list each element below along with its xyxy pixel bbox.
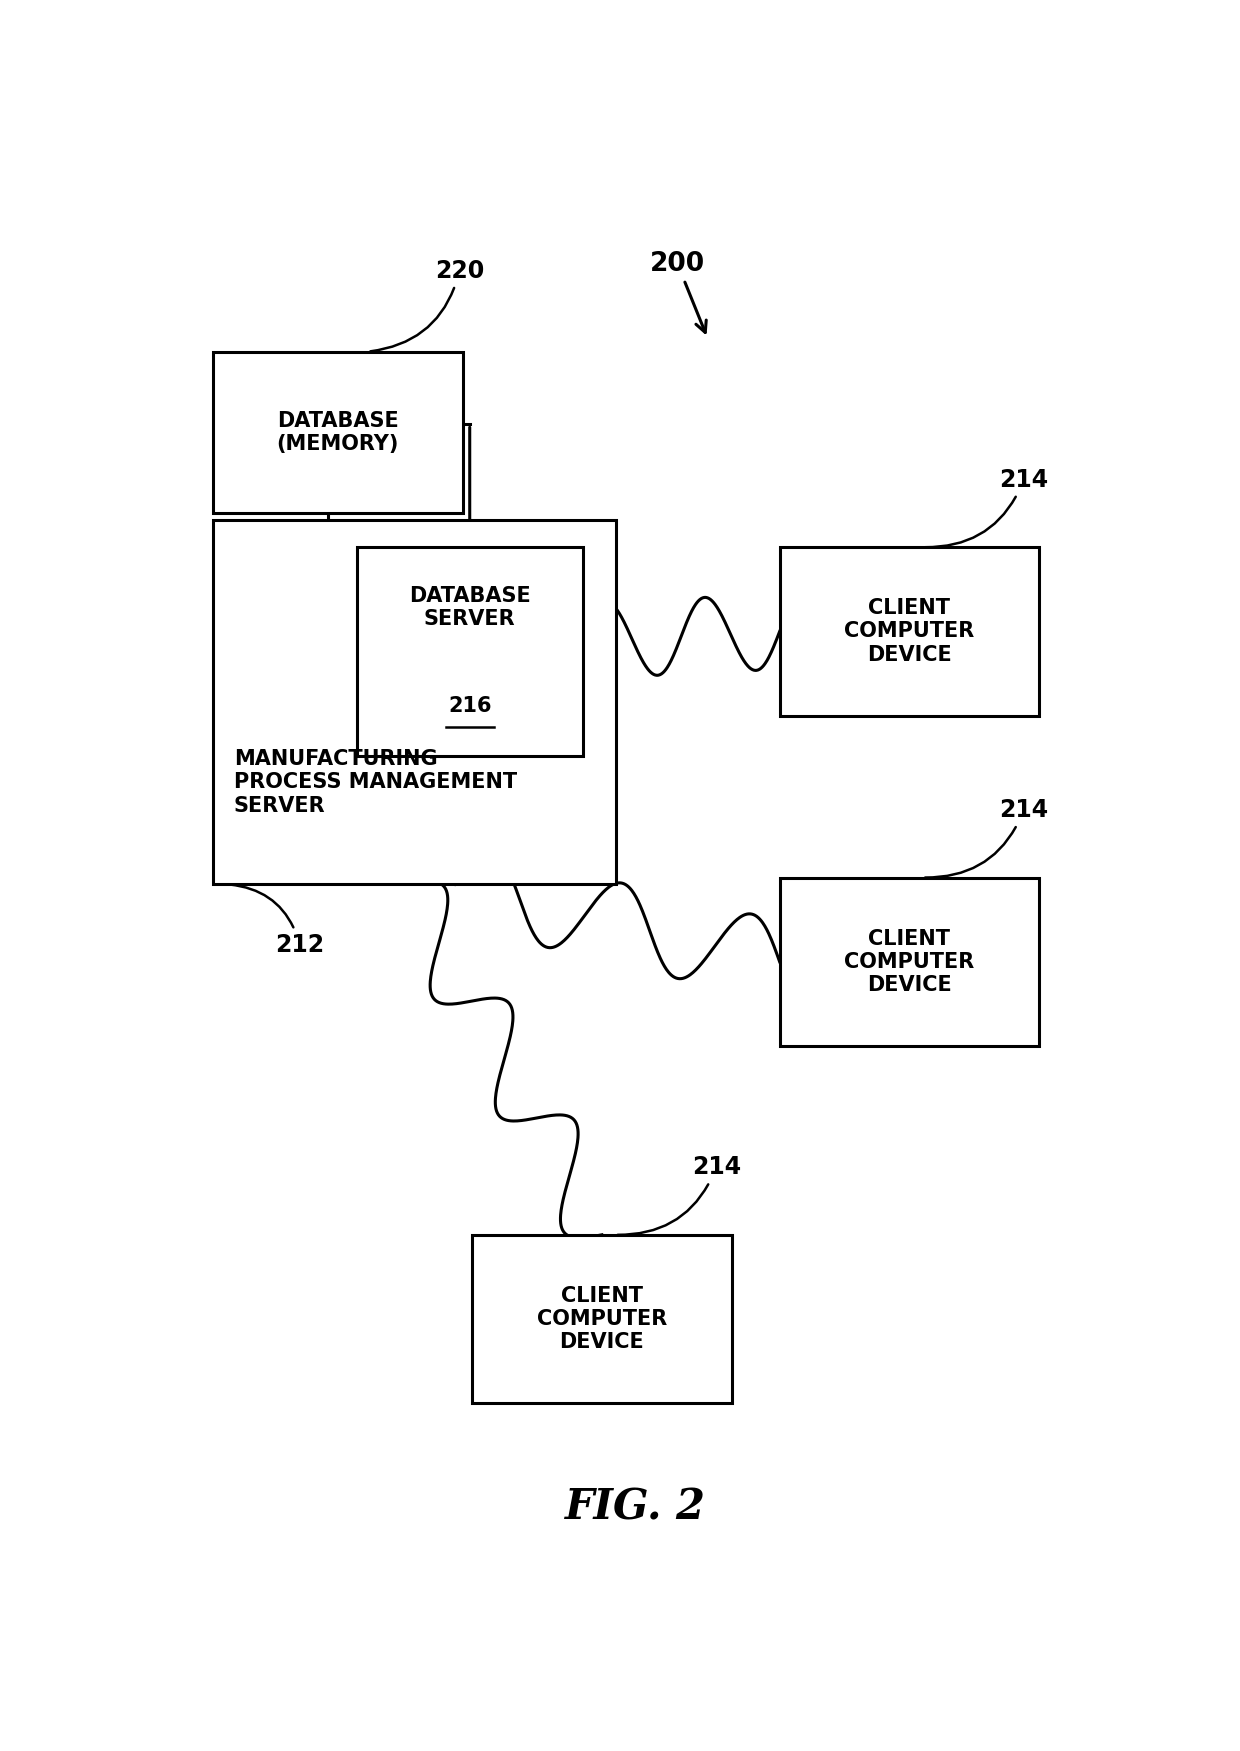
Text: 214: 214 <box>925 798 1048 877</box>
Text: DATABASE
SERVER: DATABASE SERVER <box>409 585 531 629</box>
Text: 220: 220 <box>371 259 484 352</box>
FancyBboxPatch shape <box>213 520 616 884</box>
Text: 212: 212 <box>229 884 324 956</box>
Text: 214: 214 <box>925 468 1048 548</box>
Text: CLIENT
COMPUTER
DEVICE: CLIENT COMPUTER DEVICE <box>844 928 975 995</box>
Text: CLIENT
COMPUTER
DEVICE: CLIENT COMPUTER DEVICE <box>537 1285 667 1352</box>
Text: 216: 216 <box>448 695 491 716</box>
Text: 200: 200 <box>650 250 707 333</box>
Text: DATABASE
(MEMORY): DATABASE (MEMORY) <box>277 411 399 454</box>
FancyBboxPatch shape <box>780 548 1039 716</box>
Text: CLIENT
COMPUTER
DEVICE: CLIENT COMPUTER DEVICE <box>844 599 975 665</box>
Text: FIG. 2: FIG. 2 <box>565 1487 706 1529</box>
FancyBboxPatch shape <box>213 352 463 513</box>
FancyBboxPatch shape <box>472 1234 732 1403</box>
Text: 214: 214 <box>618 1156 740 1234</box>
FancyBboxPatch shape <box>357 548 583 756</box>
Text: MANUFACTURING
PROCESS MANAGEMENT
SERVER: MANUFACTURING PROCESS MANAGEMENT SERVER <box>234 749 517 816</box>
FancyBboxPatch shape <box>780 877 1039 1045</box>
